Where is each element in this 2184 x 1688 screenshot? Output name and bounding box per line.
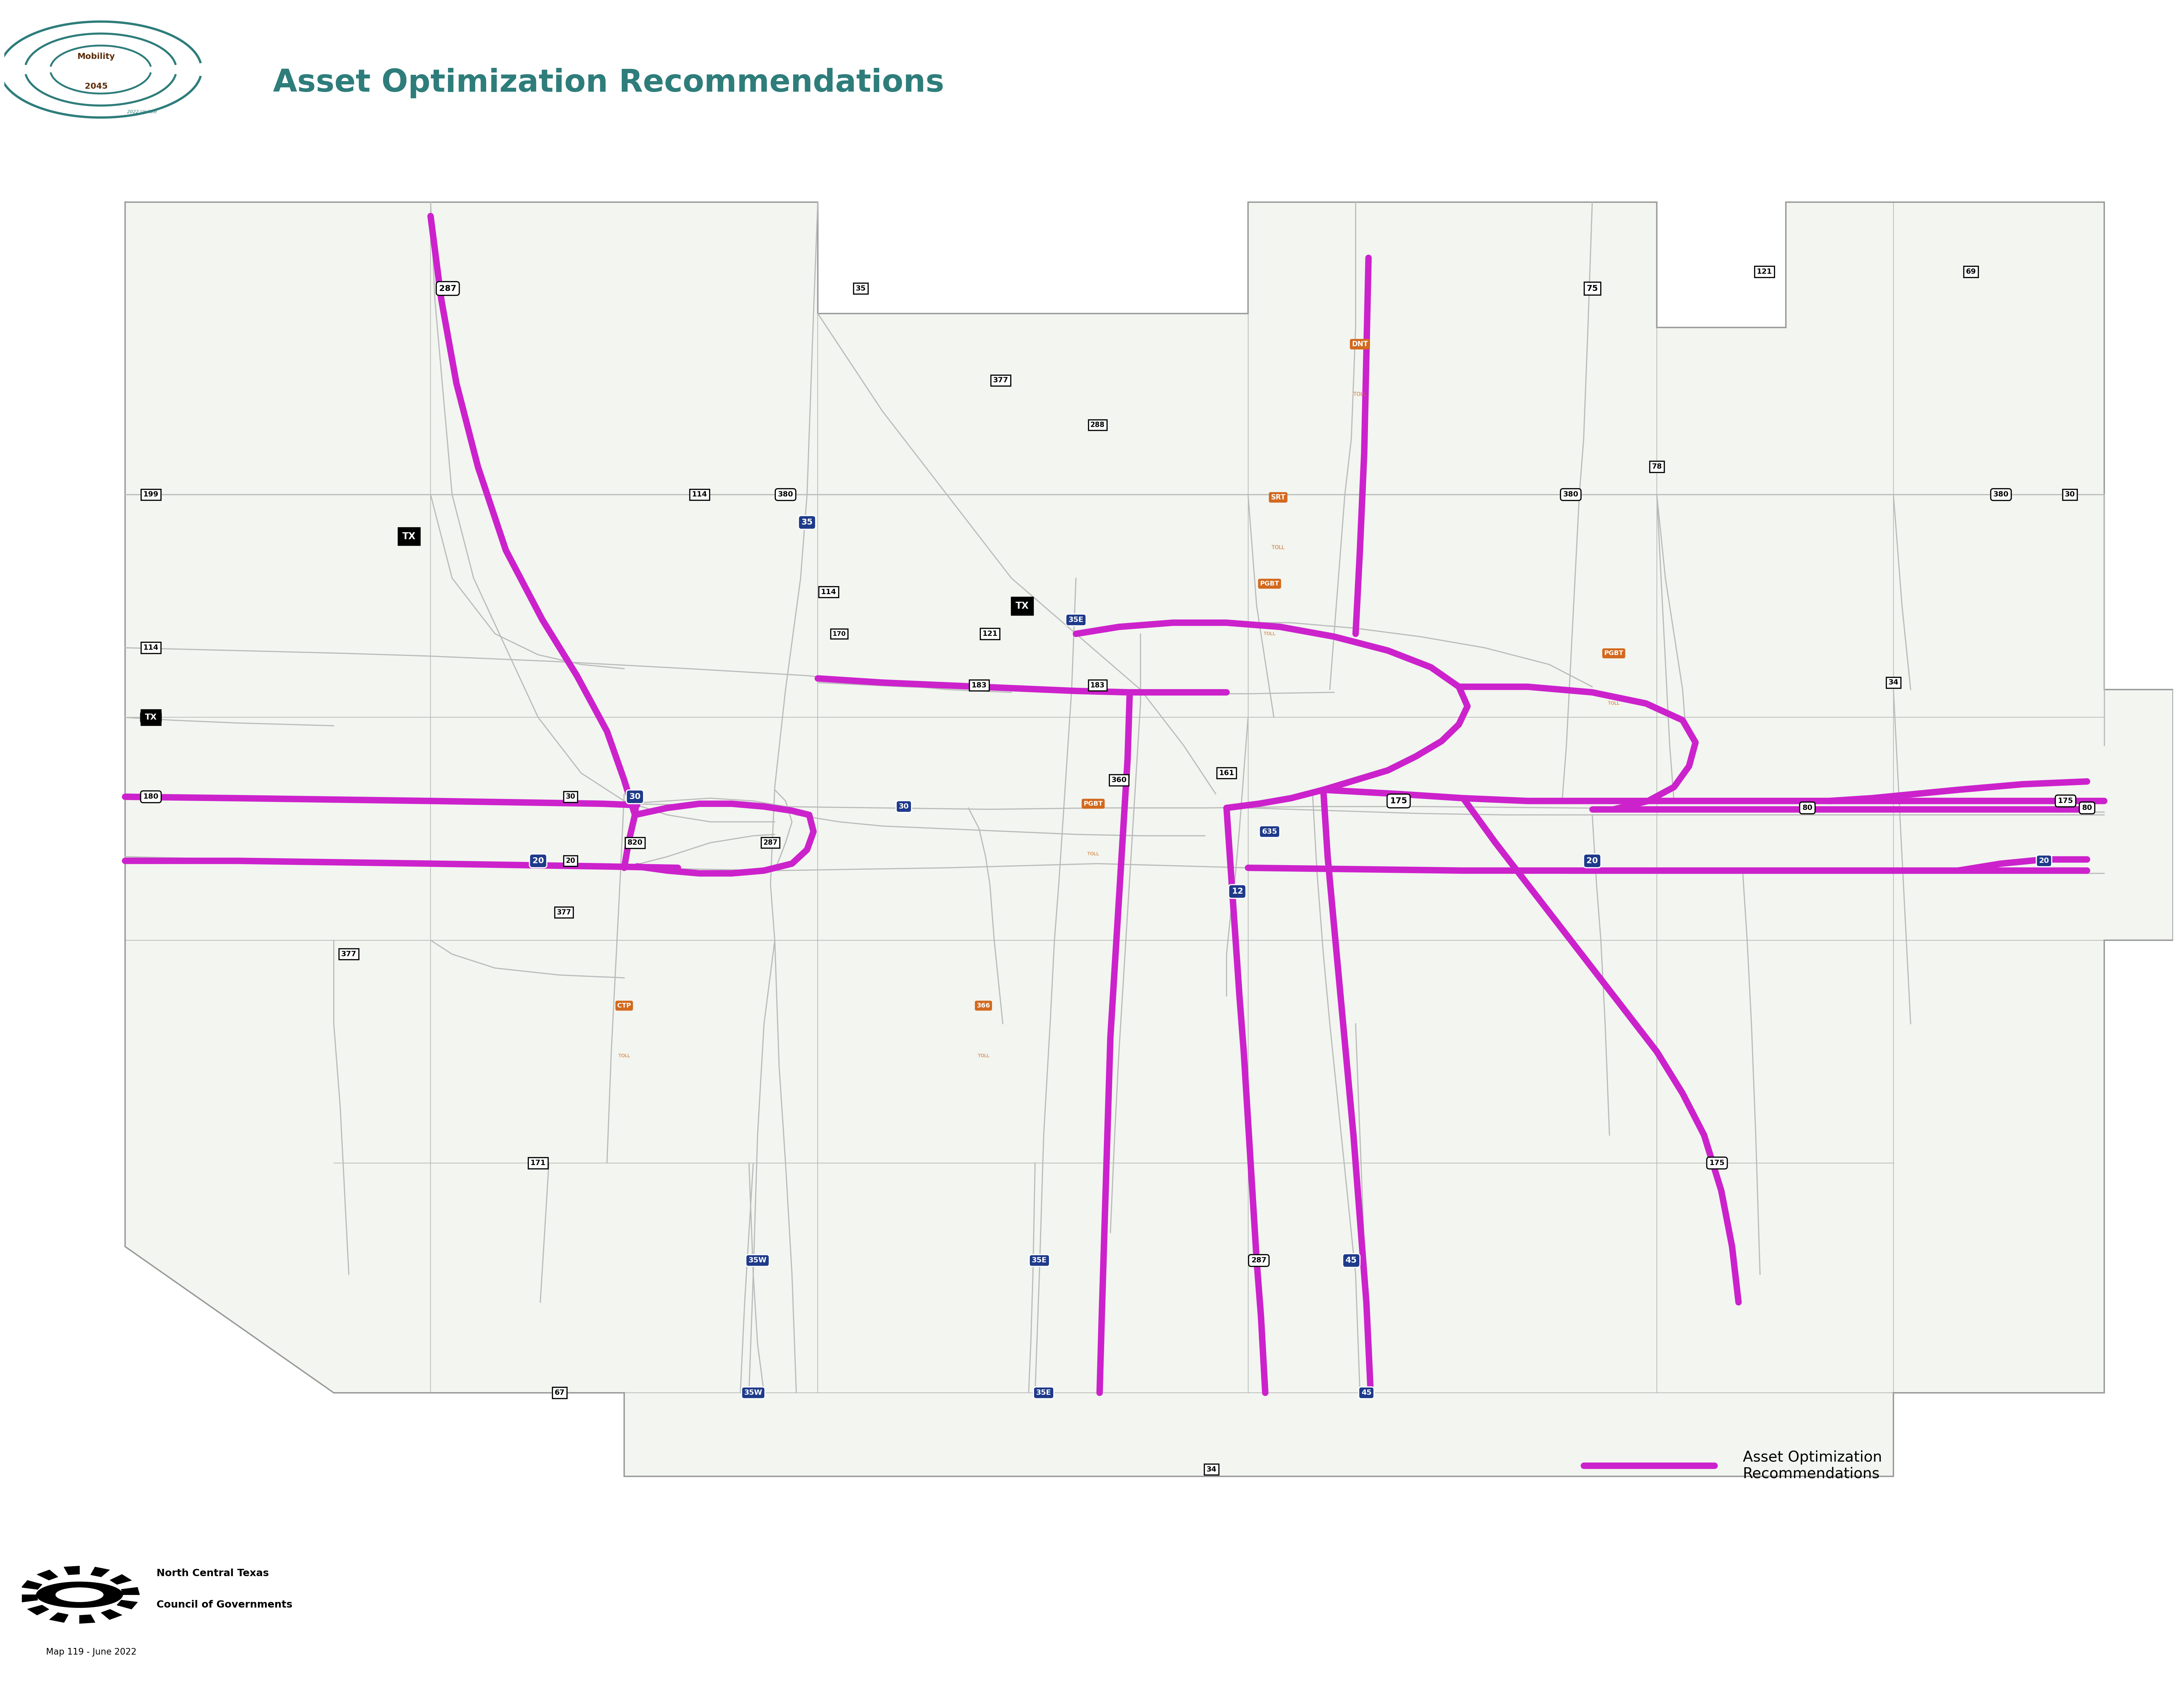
Text: 287: 287	[439, 285, 456, 292]
Text: 114: 114	[144, 645, 159, 652]
Text: 820: 820	[627, 839, 642, 846]
Text: PGBT: PGBT	[1603, 650, 1623, 657]
Polygon shape	[63, 1566, 79, 1575]
Polygon shape	[124, 203, 2173, 1477]
Text: 69: 69	[1966, 268, 1977, 275]
Text: 78: 78	[1651, 464, 1662, 469]
Polygon shape	[20, 1595, 37, 1602]
Text: SRT: SRT	[1271, 495, 1286, 501]
Text: Mobility: Mobility	[76, 52, 116, 61]
Polygon shape	[118, 1600, 138, 1609]
Text: 635: 635	[1262, 829, 1278, 836]
Text: North Central Texas: North Central Texas	[157, 1568, 269, 1578]
Polygon shape	[37, 1570, 59, 1580]
Text: TOLL: TOLL	[1607, 701, 1621, 706]
Text: 121: 121	[1756, 268, 1771, 275]
Text: TOLL: TOLL	[1088, 851, 1099, 856]
Text: PGBT: PGBT	[1260, 581, 1280, 587]
Text: 183: 183	[1090, 682, 1105, 689]
Text: CTP: CTP	[618, 1003, 631, 1009]
Text: 80: 80	[1802, 805, 1813, 812]
Text: 180: 180	[144, 793, 159, 800]
Text: TOLL: TOLL	[1354, 392, 1367, 397]
Text: 20: 20	[566, 858, 574, 864]
Text: TOLL: TOLL	[978, 1053, 989, 1058]
Text: 30: 30	[566, 793, 574, 800]
Text: 35: 35	[856, 285, 865, 292]
Text: 366: 366	[976, 1003, 989, 1009]
Text: DNT: DNT	[1352, 341, 1367, 348]
Text: 360: 360	[1112, 776, 1127, 783]
Text: 175: 175	[1710, 1160, 1725, 1166]
Polygon shape	[28, 1605, 48, 1615]
Polygon shape	[50, 1612, 68, 1622]
Text: 35W: 35W	[745, 1389, 762, 1396]
Polygon shape	[92, 1566, 109, 1577]
Text: 20: 20	[533, 858, 544, 864]
Text: 377: 377	[994, 376, 1009, 383]
Text: 34: 34	[1889, 679, 1898, 685]
Text: 20: 20	[1586, 858, 1599, 864]
Text: 34: 34	[1206, 1467, 1216, 1472]
Text: 12: 12	[1232, 888, 1243, 895]
Text: Asset Optimization
Recommendations: Asset Optimization Recommendations	[1743, 1450, 1883, 1480]
Text: 287: 287	[1251, 1258, 1267, 1264]
Text: 67: 67	[555, 1389, 566, 1396]
Text: TOLL: TOLL	[1265, 631, 1275, 636]
Text: 170: 170	[832, 631, 845, 636]
Text: 199: 199	[144, 491, 159, 498]
Text: 80: 80	[2081, 805, 2092, 812]
Text: Asset Optimization Recommendations: Asset Optimization Recommendations	[273, 68, 943, 98]
Text: 114: 114	[821, 589, 836, 596]
Polygon shape	[100, 1609, 122, 1619]
Text: Council of Governments: Council of Governments	[157, 1600, 293, 1610]
Text: TX: TX	[144, 714, 157, 721]
Text: Map 119 - June 2022: Map 119 - June 2022	[46, 1647, 135, 1656]
Text: 30: 30	[900, 803, 909, 810]
Text: 30: 30	[2064, 491, 2075, 498]
Text: 35W: 35W	[749, 1258, 767, 1264]
Polygon shape	[22, 1580, 41, 1590]
Text: 161: 161	[1219, 770, 1234, 776]
Text: 35E: 35E	[1068, 616, 1083, 623]
Text: 75: 75	[1586, 285, 1599, 292]
Text: 30: 30	[629, 793, 640, 800]
Text: 377: 377	[557, 910, 572, 915]
Text: 377: 377	[341, 950, 356, 957]
Text: 175: 175	[2057, 798, 2073, 803]
Text: TOLL: TOLL	[618, 1053, 629, 1058]
Text: 35: 35	[802, 518, 812, 527]
Text: 287: 287	[762, 839, 778, 846]
Circle shape	[37, 1582, 122, 1607]
Text: TOLL: TOLL	[1271, 545, 1284, 550]
Text: 45: 45	[1361, 1389, 1372, 1396]
Text: 121: 121	[983, 631, 998, 636]
Text: 45: 45	[1345, 1256, 1356, 1264]
Text: 175: 175	[1389, 797, 1406, 805]
Text: 380: 380	[1564, 491, 1579, 498]
Text: 2022 Update: 2022 Update	[127, 110, 157, 115]
Text: TX: TX	[1016, 601, 1029, 611]
Circle shape	[57, 1588, 103, 1602]
Polygon shape	[109, 1575, 131, 1585]
Text: PGBT: PGBT	[1083, 800, 1103, 807]
Text: 2045: 2045	[85, 83, 107, 89]
Polygon shape	[79, 1615, 96, 1624]
Text: 380: 380	[144, 714, 159, 721]
Text: 20: 20	[2040, 858, 2049, 864]
Text: 380: 380	[778, 491, 793, 498]
Text: 288: 288	[1090, 422, 1105, 429]
Text: 380: 380	[1994, 491, 2009, 498]
Text: 35E: 35E	[1035, 1389, 1051, 1396]
Text: 183: 183	[972, 682, 987, 689]
Polygon shape	[122, 1587, 140, 1595]
Text: 114: 114	[692, 491, 708, 498]
Text: 171: 171	[531, 1160, 546, 1166]
Text: TX: TX	[402, 532, 415, 540]
Text: 35E: 35E	[1031, 1258, 1046, 1264]
